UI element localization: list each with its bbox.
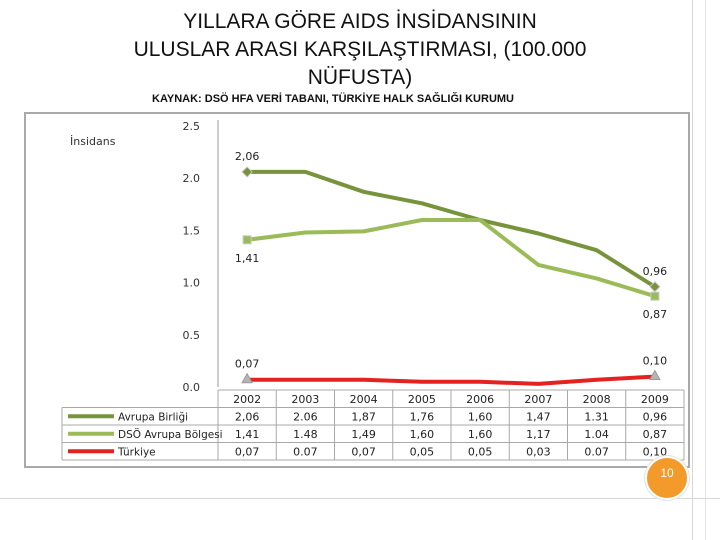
line-chart: İnsidans 0.0 0.5 1.0 1.5 2.0 2.5 2,06 0,96 1,41 0,…	[61, 120, 685, 461]
table-cell: 1,41	[235, 428, 260, 441]
data-label: 0,10	[643, 355, 668, 368]
series-line-1	[247, 169, 656, 289]
table-cell: 1.48	[293, 428, 318, 441]
table-cell: 1,87	[351, 411, 376, 424]
series-line-3	[247, 374, 656, 386]
table-cell: 1,17	[526, 428, 551, 441]
y-tick-label: 2.0	[183, 172, 201, 185]
source-note: KAYNAK: DSÖ HFA VERİ TABANI, TÜRKİYE HAL…	[152, 93, 514, 105]
legend-label-3: Türkiye	[117, 447, 156, 459]
x-tick-label: 2002	[233, 393, 261, 406]
table-cell: 0.07	[293, 446, 318, 459]
slide-title: YILLARA GÖRE AIDS İNSİDANSININ ULUSLAR A…	[60, 8, 660, 92]
data-label: 1,41	[235, 252, 260, 265]
title-line-1: YILLARA GÖRE AIDS İNSİDANSININ	[183, 10, 537, 33]
y-axis-label: İnsidans	[70, 135, 116, 148]
table-cell: 1.31	[584, 411, 609, 424]
y-tick-label: 1.5	[183, 224, 201, 237]
table-cell: 0,87	[643, 428, 668, 441]
table-cell: 2.06	[293, 411, 318, 424]
legend-label-1: Avrupa Birliği	[118, 412, 188, 424]
data-label: 0,07	[235, 358, 260, 371]
decorative-vertical-rule-2	[705, 0, 706, 540]
page-number-badge: 10	[645, 456, 689, 500]
table-cell: 0.07	[584, 446, 609, 459]
title-line-2: ULUSLAR ARASI KARŞILAŞTIRMASI, (100.000	[133, 38, 587, 61]
title-line-3: NÜFUSTA)	[307, 66, 413, 89]
series-marker	[242, 235, 252, 245]
table-cell: 2,06	[235, 411, 260, 424]
y-tick-label: 0.0	[183, 381, 201, 394]
x-tick-label: 2007	[524, 393, 552, 406]
table-cell: 1,76	[410, 411, 435, 424]
chart-frame: İnsidans 0.0 0.5 1.0 1.5 2.0 2.5 2,06 0,96 1,41 0,…	[24, 112, 690, 468]
data-label: 0,87	[643, 308, 668, 321]
table-cell: 0,05	[410, 446, 435, 459]
decorative-vertical-rule	[692, 0, 693, 540]
y-tick-label: 2.5	[183, 120, 201, 133]
legend-label-2: DSÖ Avrupa Bölgesi	[118, 428, 223, 441]
table-cell: 1,60	[410, 428, 435, 441]
x-tick-label: 2004	[350, 393, 378, 406]
data-label: 2,06	[235, 150, 260, 163]
decorative-horizontal-rule	[0, 498, 720, 499]
table-cell: 1,60	[468, 411, 493, 424]
table-cell: 1,60	[468, 428, 493, 441]
table-cell: 0,07	[351, 446, 376, 459]
x-tick-label: 2009	[641, 393, 669, 406]
y-tick-label: 1.0	[183, 277, 201, 290]
series-marker	[241, 372, 253, 384]
series-line-2	[246, 218, 656, 299]
series-marker	[650, 291, 660, 301]
table-cell: 1.04	[584, 428, 609, 441]
table-cell: 0,96	[643, 411, 668, 424]
x-tick-label: 2005	[408, 393, 436, 406]
series-marker	[649, 369, 661, 381]
data-label: 0,96	[643, 265, 668, 278]
x-tick-label: 2006	[466, 393, 494, 406]
table-cell: 1,47	[526, 411, 551, 424]
y-tick-label: 0.5	[183, 329, 201, 342]
series-marker	[241, 166, 253, 178]
table-cell: 1,49	[351, 428, 376, 441]
table-cell: 0,03	[526, 446, 551, 459]
x-tick-label: 2008	[583, 393, 611, 406]
table-cell: 0,05	[468, 446, 493, 459]
x-tick-label: 2003	[291, 393, 319, 406]
table-cell: 0,07	[235, 446, 260, 459]
table-cell: 0,10	[643, 446, 668, 459]
